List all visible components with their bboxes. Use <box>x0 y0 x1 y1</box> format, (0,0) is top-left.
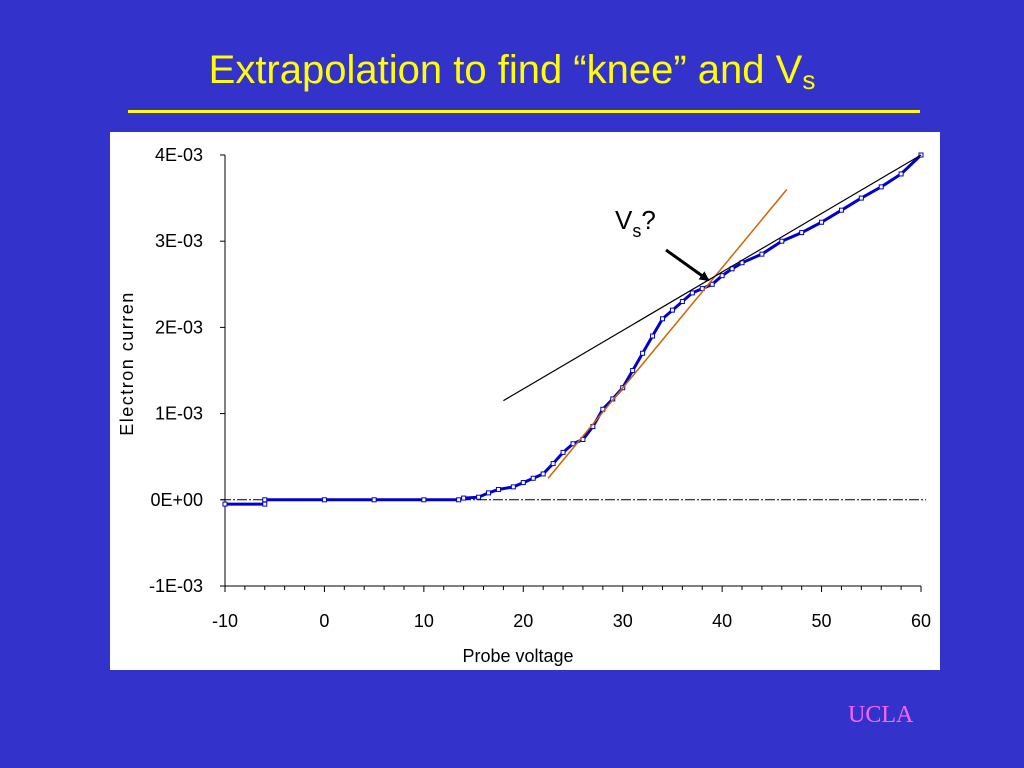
data-point <box>510 484 516 490</box>
data-point <box>560 449 566 455</box>
title-underline <box>128 110 920 113</box>
data-point <box>640 350 646 356</box>
data-point <box>689 290 695 296</box>
x-tick-label: -10 <box>212 611 238 631</box>
data-point <box>540 471 546 477</box>
y-tick-label: 2E-03 <box>155 317 203 337</box>
x-tick-label: 30 <box>613 611 633 631</box>
y-tick-label: -1E-03 <box>149 576 203 596</box>
data-curve <box>225 153 923 506</box>
data-point <box>898 171 904 177</box>
title-text: Extrapolation to find “knee” and V <box>208 48 803 92</box>
footer-logo-text: UCLA <box>848 702 914 728</box>
y-tick-label: 1E-03 <box>155 404 203 424</box>
data-point <box>838 207 844 213</box>
data-point <box>530 475 536 481</box>
data-point <box>421 497 427 503</box>
y-tick-label: 0E+00 <box>150 490 203 510</box>
chart: 4E-03 3E-03 2E-03 1E-03 0E+00 -1E-03 -10 0 10 20 3… <box>117 145 931 666</box>
data-point <box>321 497 327 503</box>
data-point <box>779 238 785 244</box>
data-point <box>878 184 884 190</box>
slide-title: Extrapolation to find “knee” and Vs <box>0 50 1024 93</box>
x-tick-label: 50 <box>812 611 832 631</box>
data-point <box>262 497 268 503</box>
data-point <box>222 501 228 507</box>
data-point <box>461 495 467 501</box>
x-tick-label: 20 <box>513 611 533 631</box>
data-point <box>570 441 576 447</box>
data-point <box>456 497 462 503</box>
vs-arrow <box>665 248 710 282</box>
fit-line-steep <box>547 189 788 479</box>
data-point <box>799 230 805 236</box>
data-point <box>669 307 675 313</box>
data-point <box>659 316 665 322</box>
data-point <box>679 299 685 305</box>
y-axis-label: Electron curren <box>117 291 137 436</box>
data-point <box>630 368 636 373</box>
data-point <box>709 281 715 287</box>
x-tick-label: 10 <box>414 611 434 631</box>
data-markers <box>222 152 924 507</box>
data-point <box>485 490 491 496</box>
data-point <box>719 273 725 279</box>
title-subscript: s <box>802 65 816 95</box>
x-tick-label: 60 <box>911 611 931 631</box>
y-tick-label: 3E-03 <box>155 231 203 251</box>
data-point <box>262 501 268 507</box>
data-point <box>495 486 501 492</box>
data-point <box>819 219 825 225</box>
fit-line-shallow <box>503 154 922 402</box>
x-tick-label: 0 <box>319 611 329 631</box>
x-axis-label: Probe voltage <box>462 646 573 666</box>
data-point <box>371 497 377 503</box>
data-point <box>520 480 526 486</box>
data-point <box>476 494 482 500</box>
data-point <box>759 251 765 257</box>
x-tick-label: 40 <box>712 611 732 631</box>
y-tick-label: 4E-03 <box>155 145 203 165</box>
chart-panel: 4E-03 3E-03 2E-03 1E-03 0E+00 -1E-03 -10 0 10 20 3… <box>110 132 940 670</box>
data-point <box>550 461 556 467</box>
vs-annotation: Vs? <box>615 205 656 241</box>
data-point <box>650 333 656 339</box>
data-point <box>858 195 864 201</box>
